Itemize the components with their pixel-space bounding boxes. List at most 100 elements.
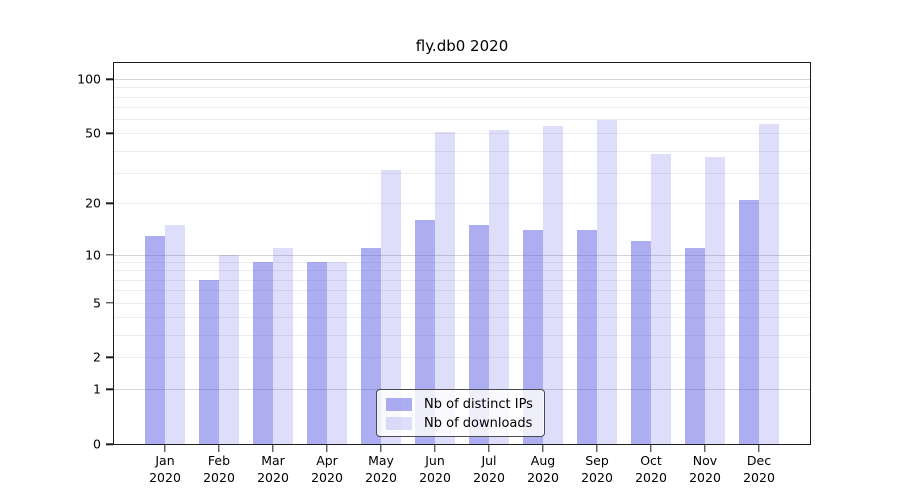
x-tick-label: Jul 2020 xyxy=(473,452,505,486)
x-tick-label: Oct 2020 xyxy=(635,452,667,486)
x-tick-label-line: 2020 xyxy=(473,470,505,485)
x-tick-mark xyxy=(758,445,760,452)
chart-title: fly.db0 2020 xyxy=(415,37,509,55)
x-tick-label-line: 2020 xyxy=(743,470,775,485)
x-tick-label-line: 2020 xyxy=(311,470,343,485)
y-tick-mark xyxy=(106,78,113,80)
x-tick-label-line: Oct xyxy=(640,453,662,468)
x-tick-mark xyxy=(434,445,436,452)
x-tick-label-line: 2020 xyxy=(149,470,181,485)
x-tick-label-line: 2020 xyxy=(635,470,667,485)
bar-downloads-jun xyxy=(435,131,455,445)
y-gridline-minor xyxy=(114,133,810,135)
bar-downloads-apr xyxy=(327,262,347,445)
y-gridline-minor xyxy=(114,270,810,272)
y-tick-label: 2 xyxy=(93,349,101,365)
x-tick-mark xyxy=(326,445,328,452)
y-gridline-major xyxy=(114,254,810,256)
x-tick-mark xyxy=(380,445,382,452)
bar-downloads-jan xyxy=(165,224,185,445)
x-tick-label-line: Jul xyxy=(481,453,497,468)
x-tick-mark xyxy=(488,445,490,452)
x-tick-label: May 2020 xyxy=(365,452,397,486)
bar-downloads-jul xyxy=(489,130,509,445)
x-tick-label: Apr 2020 xyxy=(311,452,343,486)
x-tick-mark xyxy=(650,445,652,452)
y-tick-mark xyxy=(106,443,113,445)
y-gridline-minor xyxy=(114,302,810,304)
legend-swatch-downloads xyxy=(386,417,412,430)
y-gridline-minor xyxy=(114,290,810,292)
x-tick-label: Aug 2020 xyxy=(527,452,559,486)
x-tick-label-line: Mar xyxy=(261,453,285,468)
bar-ips-sep xyxy=(577,230,597,445)
bar-downloads-aug xyxy=(543,125,563,445)
y-gridline-major xyxy=(114,79,810,81)
x-tick-label-line: 2020 xyxy=(527,470,559,485)
bar-downloads-nov xyxy=(705,156,725,445)
y-gridline-minor xyxy=(114,119,810,121)
y-gridline-minor xyxy=(114,316,810,318)
bar-ips-feb xyxy=(199,279,219,445)
x-tick-mark xyxy=(596,445,598,452)
x-tick-label: Jan 2020 xyxy=(149,452,181,486)
bar-downloads-dec xyxy=(759,124,779,445)
y-gridline-minor xyxy=(114,279,810,281)
bar-ips-jun xyxy=(415,220,435,445)
x-tick-label-line: 2020 xyxy=(257,470,289,485)
x-tick-label-line: 2020 xyxy=(203,470,235,485)
x-tick-label-line: Feb xyxy=(207,453,231,468)
x-tick-label: Dec 2020 xyxy=(743,452,775,486)
legend-label-downloads: Nb of downloads xyxy=(424,416,533,431)
x-tick-label-line: 2020 xyxy=(689,470,721,485)
x-tick-label-line: Dec xyxy=(746,453,772,468)
y-gridline-minor xyxy=(114,357,810,359)
x-tick-label-line: 2020 xyxy=(581,470,613,485)
y-gridline-minor xyxy=(114,334,810,336)
y-tick-label: 20 xyxy=(85,195,101,211)
x-tick-mark xyxy=(218,445,220,452)
x-tick-mark xyxy=(164,445,166,452)
bar-ips-oct xyxy=(631,241,651,445)
bar-downloads-mar xyxy=(273,247,293,445)
y-tick-mark xyxy=(106,301,113,304)
y-tick-label: 0 xyxy=(93,436,101,452)
x-tick-label-line: 2020 xyxy=(365,470,397,485)
x-tick-label-line: 2020 xyxy=(419,470,451,485)
bar-downloads-sep xyxy=(597,120,617,445)
x-tick-label-line: Apr xyxy=(316,453,338,468)
legend: Nb of distinct IPs Nb of downloads xyxy=(376,389,545,437)
x-tick-label-line: Sep xyxy=(585,453,609,468)
y-gridline-minor xyxy=(114,203,810,205)
x-tick-mark xyxy=(542,445,544,452)
bar-downloads-oct xyxy=(651,154,671,445)
bar-ips-dec xyxy=(739,199,759,445)
bar-downloads-feb xyxy=(219,254,239,445)
bar-downloads-may xyxy=(381,170,401,445)
y-gridline-minor xyxy=(114,262,810,264)
legend-swatch-distinct-ips xyxy=(386,398,412,411)
y-gridline-minor xyxy=(114,96,810,98)
y-tick-mark xyxy=(106,202,113,205)
y-tick-label: 100 xyxy=(77,71,101,87)
y-tick-mark xyxy=(106,253,113,256)
y-tick-label: 5 xyxy=(93,295,101,310)
x-tick-label-line: Jun xyxy=(425,453,445,468)
y-tick-label: 1 xyxy=(93,381,101,397)
y-tick-mark xyxy=(106,356,113,359)
y-gridline-minor xyxy=(114,150,810,152)
y-gridline-minor xyxy=(114,107,810,109)
x-tick-label-line: May xyxy=(368,453,394,468)
x-tick-label: Sep 2020 xyxy=(581,452,613,486)
bar-ips-apr xyxy=(307,262,327,445)
x-tick-label: Jun 2020 xyxy=(419,452,451,486)
y-tick-mark xyxy=(106,388,113,391)
x-tick-mark xyxy=(272,445,274,452)
x-tick-label-line: Jan xyxy=(155,453,175,468)
y-tick-label: 50 xyxy=(85,125,101,141)
x-tick-label-line: Nov xyxy=(692,453,718,468)
bar-ips-nov xyxy=(685,247,705,445)
legend-item-distinct-ips: Nb of distinct IPs xyxy=(386,395,536,414)
x-tick-mark xyxy=(704,445,706,452)
